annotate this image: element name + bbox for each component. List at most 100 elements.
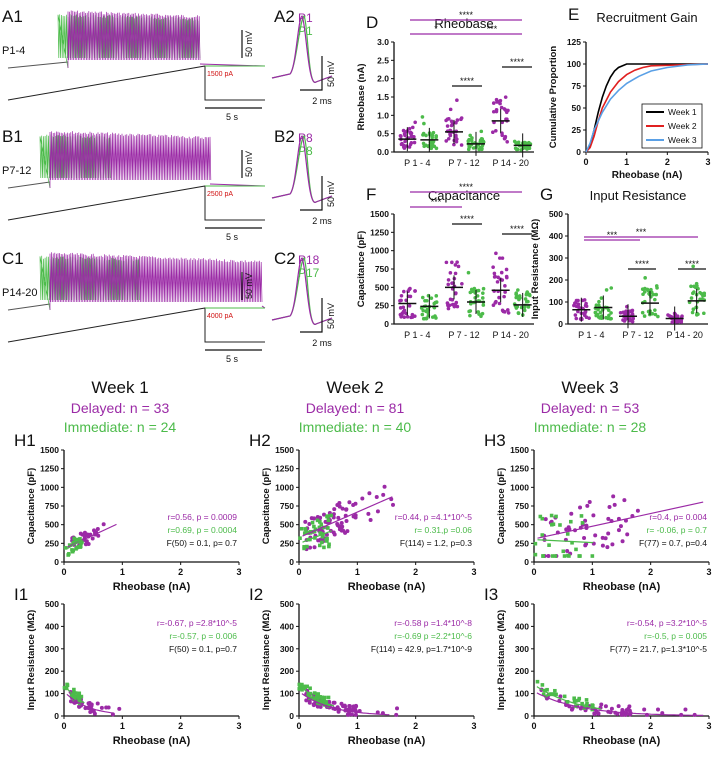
- data-point: [459, 143, 464, 147]
- data-point-immediate: [75, 537, 79, 542]
- panel-label-h1: H1: [14, 431, 36, 450]
- data-point-immediate: [326, 514, 330, 518]
- data-point: [503, 284, 507, 288]
- data-point-immediate: [580, 701, 584, 706]
- data-point: [480, 296, 485, 300]
- data-point-delayed: [327, 699, 332, 704]
- data-point-delayed: [78, 531, 83, 536]
- x-axis-label: Rheobase (nA): [612, 170, 683, 181]
- data-point-immediate: [326, 518, 331, 523]
- chart-e: E Recruitment Gain 0 25 50 75 100 125 0 1 2 3 Cumula…: [548, 5, 711, 181]
- data-point: [407, 304, 412, 308]
- data-point: [429, 296, 434, 300]
- data-point: [494, 299, 498, 304]
- data-point-immediate: [308, 691, 313, 696]
- data-point-delayed: [591, 513, 596, 518]
- data-point-delayed: [606, 516, 611, 521]
- data-point-immediate: [77, 697, 82, 701]
- x-tick-label: 2: [648, 721, 653, 731]
- data-point-delayed: [353, 501, 358, 506]
- data-point: [643, 276, 647, 280]
- y-tick-label: 1500: [275, 445, 294, 455]
- y-tick-label: 300: [549, 253, 563, 263]
- data-point-immediate: [319, 522, 324, 527]
- week1-title: Week 1: [91, 378, 149, 397]
- x-tick-label: 2: [413, 567, 418, 577]
- stat-immediate: r= -0.06, p = 0.7: [647, 525, 708, 535]
- y-tick-label: 250: [515, 538, 529, 548]
- data-point: [519, 148, 524, 152]
- data-point: [475, 294, 480, 298]
- data-point-delayed: [603, 704, 608, 709]
- data-point-immediate: [300, 682, 304, 687]
- x-tick-label: 0: [531, 567, 536, 577]
- chart-title: Input Resistance: [590, 188, 687, 203]
- data-point: [599, 296, 604, 300]
- y-tick-label: 100: [549, 297, 563, 307]
- ap-scale-voltage: 50 mV: [326, 61, 336, 87]
- data-point: [469, 301, 473, 306]
- data-point-immediate: [579, 514, 584, 518]
- x-tick-label: 3: [705, 157, 710, 167]
- data-point: [522, 308, 527, 313]
- data-point: [583, 303, 588, 308]
- data-point: [580, 317, 584, 321]
- data-point-immediate: [566, 553, 570, 558]
- scale-bars: [205, 30, 262, 109]
- data-point: [653, 308, 657, 312]
- data-point-delayed: [91, 709, 96, 714]
- data-point: [503, 134, 508, 139]
- data-point-immediate: [63, 546, 68, 550]
- y-tick-label: 200: [549, 275, 563, 285]
- current-amplitude: 4000 pA: [207, 313, 233, 320]
- data-point-delayed: [567, 527, 572, 532]
- data-point: [656, 314, 660, 319]
- data-point-delayed: [374, 495, 379, 500]
- chart-i1: I1 0 100 200 300 400 500 0 1 2 3 Input Resistance (…: [14, 585, 242, 747]
- data-point: [629, 318, 633, 323]
- data-point-delayed: [339, 701, 344, 706]
- delayed-action-potential: [271, 135, 333, 203]
- data-point-delayed: [546, 554, 551, 559]
- x-tick-label: 3: [706, 721, 711, 731]
- panel-label-h2: H2: [249, 431, 271, 450]
- data-point-delayed: [584, 523, 589, 528]
- y-tick-label: 100: [280, 689, 294, 699]
- data-point: [689, 284, 693, 289]
- data-point-delayed: [347, 500, 352, 505]
- panel-label-c2: C2: [274, 249, 296, 268]
- data-point: [413, 120, 417, 125]
- data-point: [527, 146, 532, 151]
- y-axis-label: Input Resistance (MΩ): [496, 610, 507, 711]
- data-point: [408, 286, 412, 291]
- stat-delayed: r=-0.58 p =1.4*10^-8: [394, 618, 472, 628]
- regression-line: [67, 539, 83, 550]
- week1-immediate-n: Immediate: n = 24: [63, 419, 177, 435]
- y-tick-label: 500: [45, 520, 59, 530]
- stat-comparison: F(77) = 21.7, p=1.3*10^-5: [610, 644, 707, 654]
- x-tick-label: 2: [178, 721, 183, 731]
- data-point: [420, 295, 425, 300]
- stat-comparison: F(50) = 0.1, p= 0.7: [167, 538, 238, 548]
- significance-stars: ****: [635, 259, 650, 269]
- data-point: [446, 278, 451, 282]
- data-point: [691, 291, 695, 296]
- data-point: [448, 271, 453, 275]
- data-point-delayed: [360, 496, 365, 501]
- data-point-delayed: [311, 703, 316, 708]
- legend-label: Week 3: [668, 135, 697, 145]
- y-tick-label: 1500: [510, 445, 529, 455]
- data-point-delayed: [620, 539, 625, 544]
- data-point-immediate: [306, 692, 311, 696]
- data-point-delayed: [77, 704, 82, 709]
- data-point: [609, 316, 613, 321]
- data-point-immediate: [79, 694, 84, 699]
- data-point: [576, 309, 580, 314]
- data-point-immediate: [565, 532, 570, 536]
- current-amplitude: 1500 pA: [207, 71, 233, 78]
- stat-comparison: F(77) = 0.7, p=0.4: [639, 538, 707, 548]
- data-point-immediate: [544, 694, 548, 699]
- data-point-immediate: [317, 525, 322, 530]
- data-point-delayed: [82, 534, 87, 539]
